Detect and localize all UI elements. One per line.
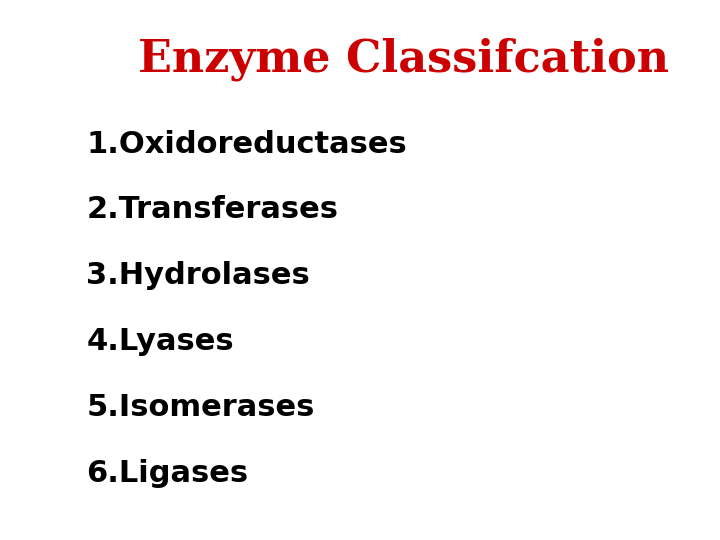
Text: Enzyme Classifcation: Enzyme Classifcation (138, 38, 669, 82)
Text: 5.Isomerases: 5.Isomerases (86, 393, 315, 422)
Text: 3.Hydrolases: 3.Hydrolases (86, 261, 310, 291)
Text: 2.Transferases: 2.Transferases (86, 195, 338, 225)
Text: 4.Lyases: 4.Lyases (86, 327, 234, 356)
Text: 1.Oxidoreductases: 1.Oxidoreductases (86, 130, 407, 159)
Text: 6.Ligases: 6.Ligases (86, 459, 248, 488)
